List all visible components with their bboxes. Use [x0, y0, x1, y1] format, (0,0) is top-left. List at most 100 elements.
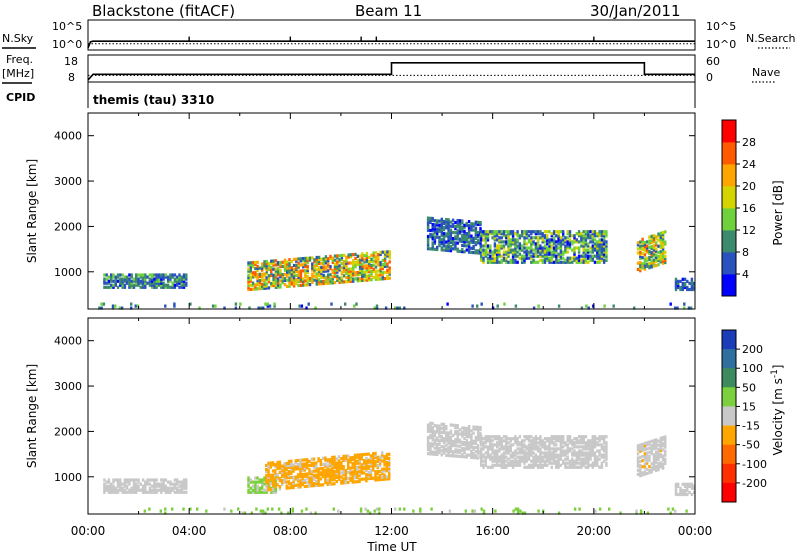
scatter-cell [297, 277, 300, 281]
scatter-cell [223, 306, 226, 310]
scatter-cell [523, 461, 526, 465]
scatter-cell [532, 457, 535, 461]
scatter-cell [247, 484, 250, 488]
scatter-cell [557, 246, 560, 250]
scatter-cell [477, 450, 480, 454]
scatter-cell [320, 282, 323, 286]
scatter-cell [340, 463, 343, 467]
scatter-cell [521, 449, 524, 453]
scatter-cell [458, 219, 462, 223]
scatter-cell [342, 467, 345, 471]
scatter-cell [482, 234, 485, 238]
scatter-cell [552, 250, 556, 254]
scatter-cell [270, 259, 273, 263]
scatter-cell [121, 281, 124, 285]
scatter-cell [584, 252, 588, 256]
scatter-cell [288, 280, 291, 284]
scatter-cell [310, 482, 313, 486]
scatter-cell [449, 220, 453, 224]
scatter-cell [315, 465, 318, 469]
scatter-cell [645, 441, 649, 445]
scatter-cell [297, 265, 300, 269]
scatter-cell [171, 281, 174, 285]
scatter-cell [160, 281, 163, 285]
scatter-cell [265, 270, 268, 274]
scatter-cell [283, 264, 287, 268]
scatter-cell [447, 236, 450, 240]
scatter-cell [379, 277, 382, 281]
scatter-cell [146, 478, 149, 482]
scatter-cell [639, 465, 642, 470]
scatter-cell [562, 256, 565, 260]
scatter-cell [523, 445, 526, 449]
scatter-cell [585, 304, 588, 308]
scatter-cell [650, 236, 653, 240]
scatter-cell [600, 244, 604, 248]
scatter-cell [584, 435, 588, 439]
scatter-cell [157, 484, 161, 488]
colorbar-segment [722, 164, 736, 187]
scatter-cell [267, 463, 270, 467]
scatter-cell [461, 227, 464, 231]
scatter-cell [326, 472, 329, 476]
scatter-cell [110, 486, 113, 490]
scatter-cell [276, 281, 280, 285]
scatter-cell [477, 249, 480, 253]
scatter-cell [664, 242, 667, 246]
scatter-cell [589, 445, 592, 449]
scatter-cell [328, 478, 332, 482]
scatter-cell [591, 441, 594, 445]
scatter-cell [278, 460, 282, 464]
scatter-cell [436, 424, 439, 428]
scatter-cell [324, 462, 327, 466]
scatter-cell [279, 265, 282, 269]
scatter-cell [347, 480, 350, 485]
scatter-cell [470, 433, 473, 437]
scatter-cell [329, 265, 332, 269]
scatter-cell [306, 462, 309, 466]
scatter-cell [358, 477, 361, 481]
scatter-cell [511, 256, 515, 260]
scatter-cell [290, 461, 293, 465]
scatter-cell [688, 484, 691, 488]
scatter-cell [598, 250, 601, 254]
scatter-cell [386, 274, 389, 278]
scatter-cell [484, 441, 487, 445]
scatter-cell [507, 244, 510, 248]
scatter-cell [484, 459, 487, 463]
scatter-cell [573, 443, 576, 447]
scatter-cell [470, 455, 473, 459]
scatter-cell [311, 272, 314, 276]
scatter-cell [532, 258, 535, 262]
scatter-cell [474, 441, 478, 446]
scatter-cell [571, 234, 574, 238]
scatter-cell [686, 488, 689, 493]
scatter-cell [324, 261, 328, 265]
scatter-cell [489, 441, 492, 445]
scatter-cell [299, 483, 302, 487]
scatter-cell [559, 449, 563, 453]
scatter-cell [511, 236, 515, 240]
scatter-cell [577, 441, 581, 445]
scatter-cell [365, 268, 369, 272]
scatter-cell [429, 228, 432, 233]
scatter-cell [573, 246, 576, 250]
scatter-cell [132, 277, 136, 281]
scatter-cell [295, 267, 298, 271]
scatter-cell [383, 455, 386, 459]
time-xlabel: Time UT [366, 540, 417, 554]
scatter-cell [537, 304, 540, 308]
scatter-cell [381, 459, 384, 463]
scatter-cell [643, 464, 647, 468]
scatter-cell [155, 478, 158, 482]
scatter-cell [290, 459, 293, 463]
scatter-cell [386, 252, 389, 256]
scatter-cell [438, 225, 441, 229]
scatter-cell [568, 232, 572, 236]
scatter-cell [491, 455, 494, 459]
scatter-cell [550, 232, 553, 236]
scatter-cell [496, 453, 499, 457]
scatter-cell [351, 476, 354, 480]
scatter-cell [315, 475, 318, 479]
scatter-cell [349, 261, 353, 265]
